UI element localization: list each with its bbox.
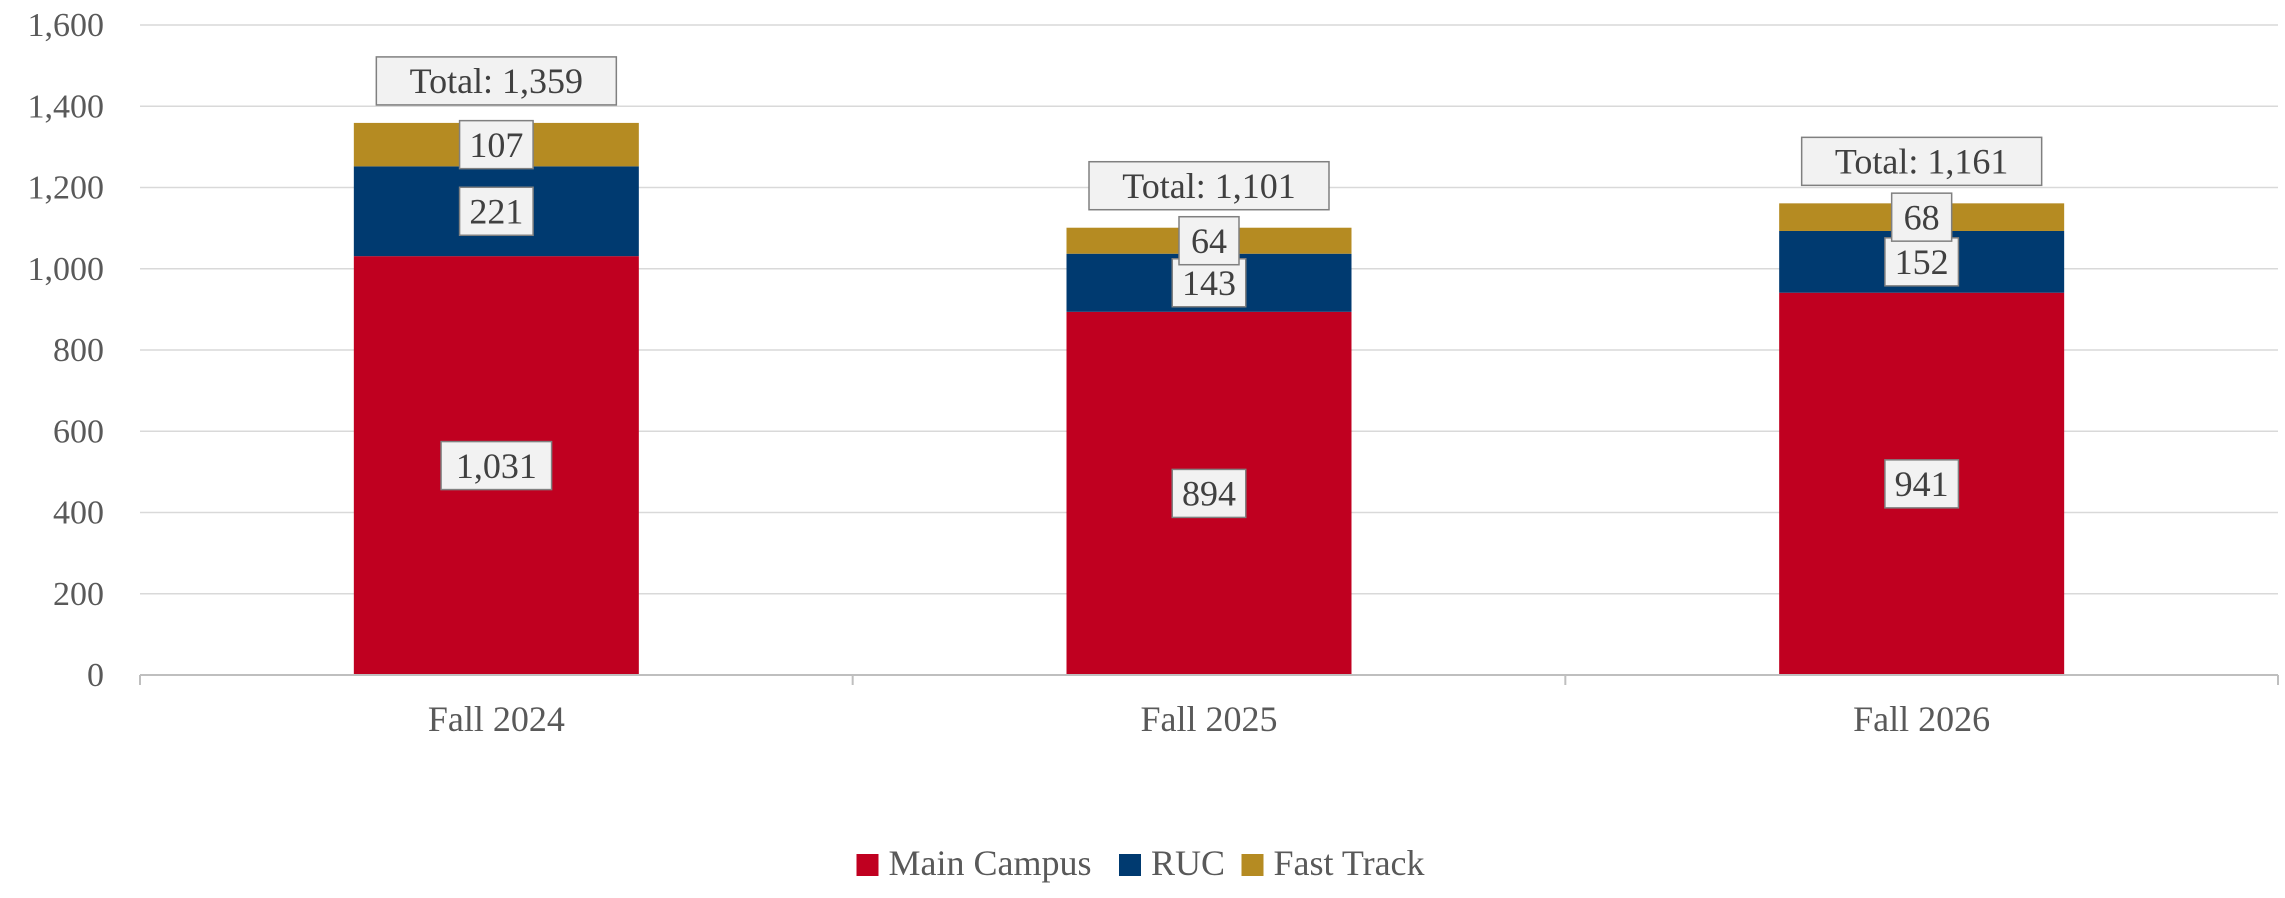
total-label: Total: 1,101 [1088, 160, 1330, 211]
main-campus-value-label-box [440, 440, 553, 491]
y-tick-label: 0 [87, 657, 104, 694]
y-tick-label: 400 [53, 495, 104, 532]
main-campus-value-label: 894 [1171, 468, 1247, 519]
fast-track-value-label-box [458, 119, 534, 170]
legend-item-ruc: RUC [1119, 843, 1225, 883]
main-campus-value-label-text: 941 [1895, 464, 1949, 504]
total-label: Total: 1,161 [1800, 136, 2043, 187]
y-tick-label: 1,200 [28, 170, 105, 207]
total-label-box [375, 56, 618, 106]
ruc-value-label-text: 143 [1182, 263, 1236, 303]
legend-item-main-campus: Main Campus [856, 843, 1092, 883]
total-label: Total: 1,359 [375, 56, 618, 106]
main-campus-value-label-text: 894 [1182, 474, 1236, 514]
y-tick-label: 1,600 [28, 7, 105, 44]
total-label-text: Total: 1,101 [1122, 166, 1295, 206]
y-tick-label: 1,400 [28, 88, 105, 125]
legend-item-fast-track: Fast Track [1241, 843, 1425, 883]
ruc-value-label-box [1884, 237, 1960, 287]
y-tick-label: 800 [53, 332, 104, 369]
fast-track-value-label: 64 [1178, 215, 1240, 266]
fast-track-value-label-box [1890, 192, 1953, 242]
main-campus-value-label: 941 [1884, 459, 1960, 509]
total-label-box [1088, 160, 1330, 211]
x-category-label: Fall 2025 [1140, 699, 1277, 739]
x-category-label: Fall 2026 [1853, 699, 1990, 739]
fast-track-value-label: 107 [458, 119, 534, 170]
fast-track-value-label-text: 64 [1191, 221, 1227, 261]
legend-swatch [1241, 854, 1264, 876]
legend-swatch [1119, 854, 1141, 876]
main-campus-value-label: 1,031 [440, 440, 553, 491]
legend: Main Campus RUC Fast Track [856, 843, 1425, 883]
total-label-box [1800, 136, 2043, 187]
main-campus-value-label-box [1884, 459, 1960, 509]
fast-track-value-label-text: 107 [469, 125, 523, 165]
legend-label: RUC [1151, 843, 1225, 883]
x-axis: Fall 2024 Fall 2025 Fall 2026 [139, 674, 2279, 739]
total-label-text: Total: 1,161 [1835, 142, 2008, 182]
total-label-text: Total: 1,359 [410, 61, 583, 101]
legend-label: Main Campus [889, 843, 1092, 883]
ruc-value-label-box [1171, 258, 1247, 308]
fast-track-value-label-box [1178, 215, 1240, 266]
ruc-value-label: 221 [458, 186, 534, 237]
ruc-value-label-text: 152 [1895, 242, 1949, 282]
main-campus-value-label-text: 1,031 [456, 446, 537, 486]
ruc-value-label-box [458, 186, 534, 237]
main-campus-value-label-box [1171, 468, 1247, 519]
ruc-value-label-text: 221 [469, 192, 523, 232]
x-category-label: Fall 2024 [428, 699, 565, 739]
y-tick-label: 200 [53, 576, 104, 613]
ruc-value-label: 152 [1884, 237, 1960, 287]
fast-track-value-label-text: 68 [1904, 197, 1940, 237]
y-axis: 0 200 400 600 800 1,000 1,200 1,400 1,600 [28, 7, 105, 694]
y-tick-label: 600 [53, 413, 104, 450]
legend-label: Fast Track [1274, 843, 1425, 883]
y-tick-label: 1,000 [28, 251, 105, 288]
fast-track-value-label: 68 [1890, 192, 1953, 242]
ruc-value-label: 143 [1171, 258, 1247, 308]
legend-swatch [856, 854, 879, 876]
